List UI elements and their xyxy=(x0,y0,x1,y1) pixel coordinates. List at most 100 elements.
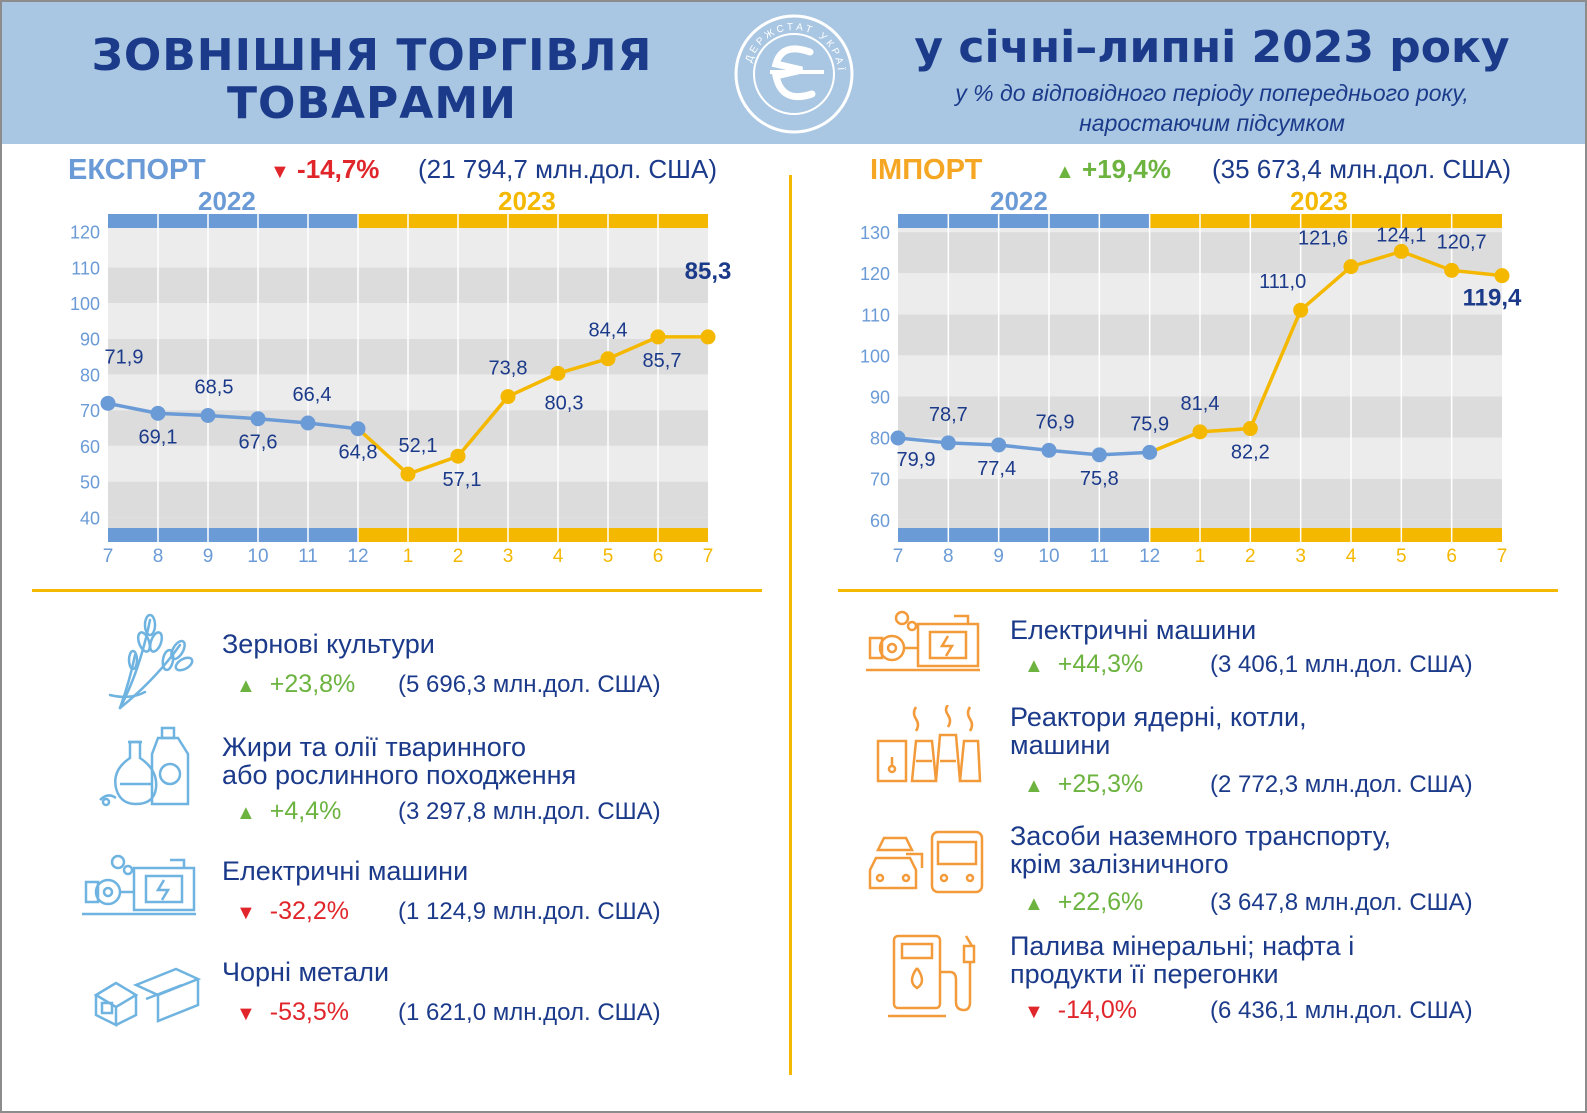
import-data-point xyxy=(1393,243,1409,259)
export-y-tick: 70 xyxy=(80,401,100,421)
import-y-tick: 130 xyxy=(860,223,890,243)
import-item-change-value: -14,0% xyxy=(1057,996,1138,1024)
export-item-change-value: -53,5% xyxy=(269,998,350,1026)
export-data-label: 85,7 xyxy=(643,350,682,372)
export-data-label: 80,3 xyxy=(545,392,584,414)
export-x-tick: 5 xyxy=(603,546,614,567)
export-data-label: 73,8 xyxy=(489,358,528,380)
export-item-value: (1 124,9 млн.дол. США) xyxy=(398,898,661,925)
fuel-pump-icon xyxy=(888,934,976,1018)
export-data-label: 67,6 xyxy=(239,432,278,454)
import-data-label: 78,7 xyxy=(929,404,968,426)
export-item-value: (5 696,3 млн.дол. США) xyxy=(398,671,661,698)
import-x-tick: 9 xyxy=(993,546,1004,567)
import-item-value: (6 436,1 млн.дол. США) xyxy=(1210,997,1473,1024)
import-y-tick: 90 xyxy=(870,387,890,407)
import-item-change: ▲ +22,6% xyxy=(1024,888,1143,917)
export-total: (21 794,7 млн.дол. США) xyxy=(418,154,717,184)
period-subtitle: у % до відповідного періоду попереднього… xyxy=(882,78,1542,138)
center-divider xyxy=(789,175,792,1075)
import-change-value: +19,4% xyxy=(1082,154,1171,184)
export-year-strip-2022 xyxy=(108,528,358,542)
import-data-point xyxy=(1444,262,1460,278)
export-series-line-2023 xyxy=(356,335,708,477)
import-year-strip-2023 xyxy=(1149,214,1502,228)
import-series-line-2022 xyxy=(897,436,1150,457)
wheat-icon xyxy=(108,613,194,710)
import-data-label: 75,9 xyxy=(1130,413,1169,435)
import-item-title: Електричні машини xyxy=(1010,615,1257,645)
export-year-strip-2023 xyxy=(358,214,708,228)
export-data-label: 71,9 xyxy=(105,346,144,368)
import-data-point xyxy=(1494,268,1510,284)
down-triangle-icon: ▼ xyxy=(236,902,256,924)
import-data-point xyxy=(1041,442,1057,458)
export-x-tick: 8 xyxy=(153,546,164,567)
export-data-label: 69,1 xyxy=(139,426,178,448)
import-item-title: Засоби наземного транспорту, xyxy=(1010,821,1392,851)
import-x-tick: 4 xyxy=(1346,546,1357,567)
import-data-label: 81,4 xyxy=(1181,393,1220,415)
import-data-point xyxy=(890,430,906,446)
import-x-tick: 10 xyxy=(1038,546,1059,567)
export-item-title: Чорні метали xyxy=(222,957,390,987)
export-data-label: 52,1 xyxy=(399,435,438,457)
export-data-label: 66,4 xyxy=(293,384,332,406)
export-data-point xyxy=(100,395,116,411)
export-data-label: 57,1 xyxy=(443,469,482,491)
import-data-label: 121,6 xyxy=(1298,228,1348,250)
import-item-title-line2: продукти її перегонки xyxy=(1010,959,1279,989)
import-data-point xyxy=(1091,447,1107,463)
import-data-point xyxy=(1343,259,1359,275)
page-title: ЗОВНІШНЯ ТОРГІВЛЯ ТОВАРАМИ xyxy=(42,32,702,128)
export-x-tick: 10 xyxy=(247,546,268,567)
import-x-tick: 7 xyxy=(1497,546,1508,567)
export-item-title: Жири та олії тваринного xyxy=(222,732,527,762)
import-x-tick: 1 xyxy=(1195,546,1206,567)
import-item-title-line2: машини xyxy=(1010,730,1111,760)
import-data-label: 120,7 xyxy=(1437,231,1487,253)
import-data-label: 119,4 xyxy=(1463,285,1522,312)
import-data-label: 75,8 xyxy=(1080,468,1119,490)
import-year-2022: 2022 xyxy=(990,186,1048,216)
import-data-label: 79,9 xyxy=(897,449,936,471)
import-data-label: 82,2 xyxy=(1231,442,1270,464)
nuclear-plant-icon xyxy=(876,705,982,783)
export-data-point xyxy=(550,365,566,381)
import-x-tick: 7 xyxy=(893,546,904,567)
oil-bottles-icon xyxy=(99,726,190,807)
export-item-value: (3 297,8 млн.дол. США) xyxy=(398,798,661,825)
export-data-point xyxy=(500,389,516,405)
subtitle-line-2: наростаючим підсумком xyxy=(1079,110,1345,136)
export-data-label: 85,3 xyxy=(685,258,732,285)
import-year-strip-2022 xyxy=(898,214,1150,228)
import-year-strip-2023 xyxy=(1149,528,1502,542)
import-data-label: 124,1 xyxy=(1376,224,1426,246)
import-data-label: 111,0 xyxy=(1259,271,1306,293)
export-y-tick: 100 xyxy=(70,294,100,314)
export-series-line-2022 xyxy=(107,401,359,431)
import-x-tick: 6 xyxy=(1446,546,1457,567)
derzhstat-logo: ДЕРЖСТАТ УКРАЇНИ xyxy=(732,12,854,134)
export-title: ЕКСПОРТ xyxy=(68,154,206,186)
import-series-line-2023 xyxy=(1149,249,1503,455)
export-data-label: 64,8 xyxy=(339,442,378,464)
import-year-2023: 2023 xyxy=(1290,186,1348,216)
import-data-label: 76,9 xyxy=(1036,411,1075,433)
export-data-point xyxy=(600,351,616,367)
export-item-value: (1 621,0 млн.дол. США) xyxy=(398,999,661,1026)
up-triangle-icon: ▲ xyxy=(1024,893,1044,915)
down-triangle-icon: ▼ xyxy=(1024,1001,1044,1023)
export-item-change: ▼ -53,5% xyxy=(236,998,349,1027)
export-x-tick: 3 xyxy=(503,546,514,567)
export-year-strip-2022 xyxy=(108,214,358,228)
export-x-tick: 6 xyxy=(653,546,664,567)
export-data-point xyxy=(200,408,216,423)
export-year-strip-2023 xyxy=(358,528,708,542)
import-item-change: ▼ -14,0% xyxy=(1024,996,1137,1025)
import-item-change: ▲ +25,3% xyxy=(1024,770,1143,799)
import-year-strip-2022 xyxy=(898,528,1150,542)
export-x-tick: 1 xyxy=(403,546,414,567)
